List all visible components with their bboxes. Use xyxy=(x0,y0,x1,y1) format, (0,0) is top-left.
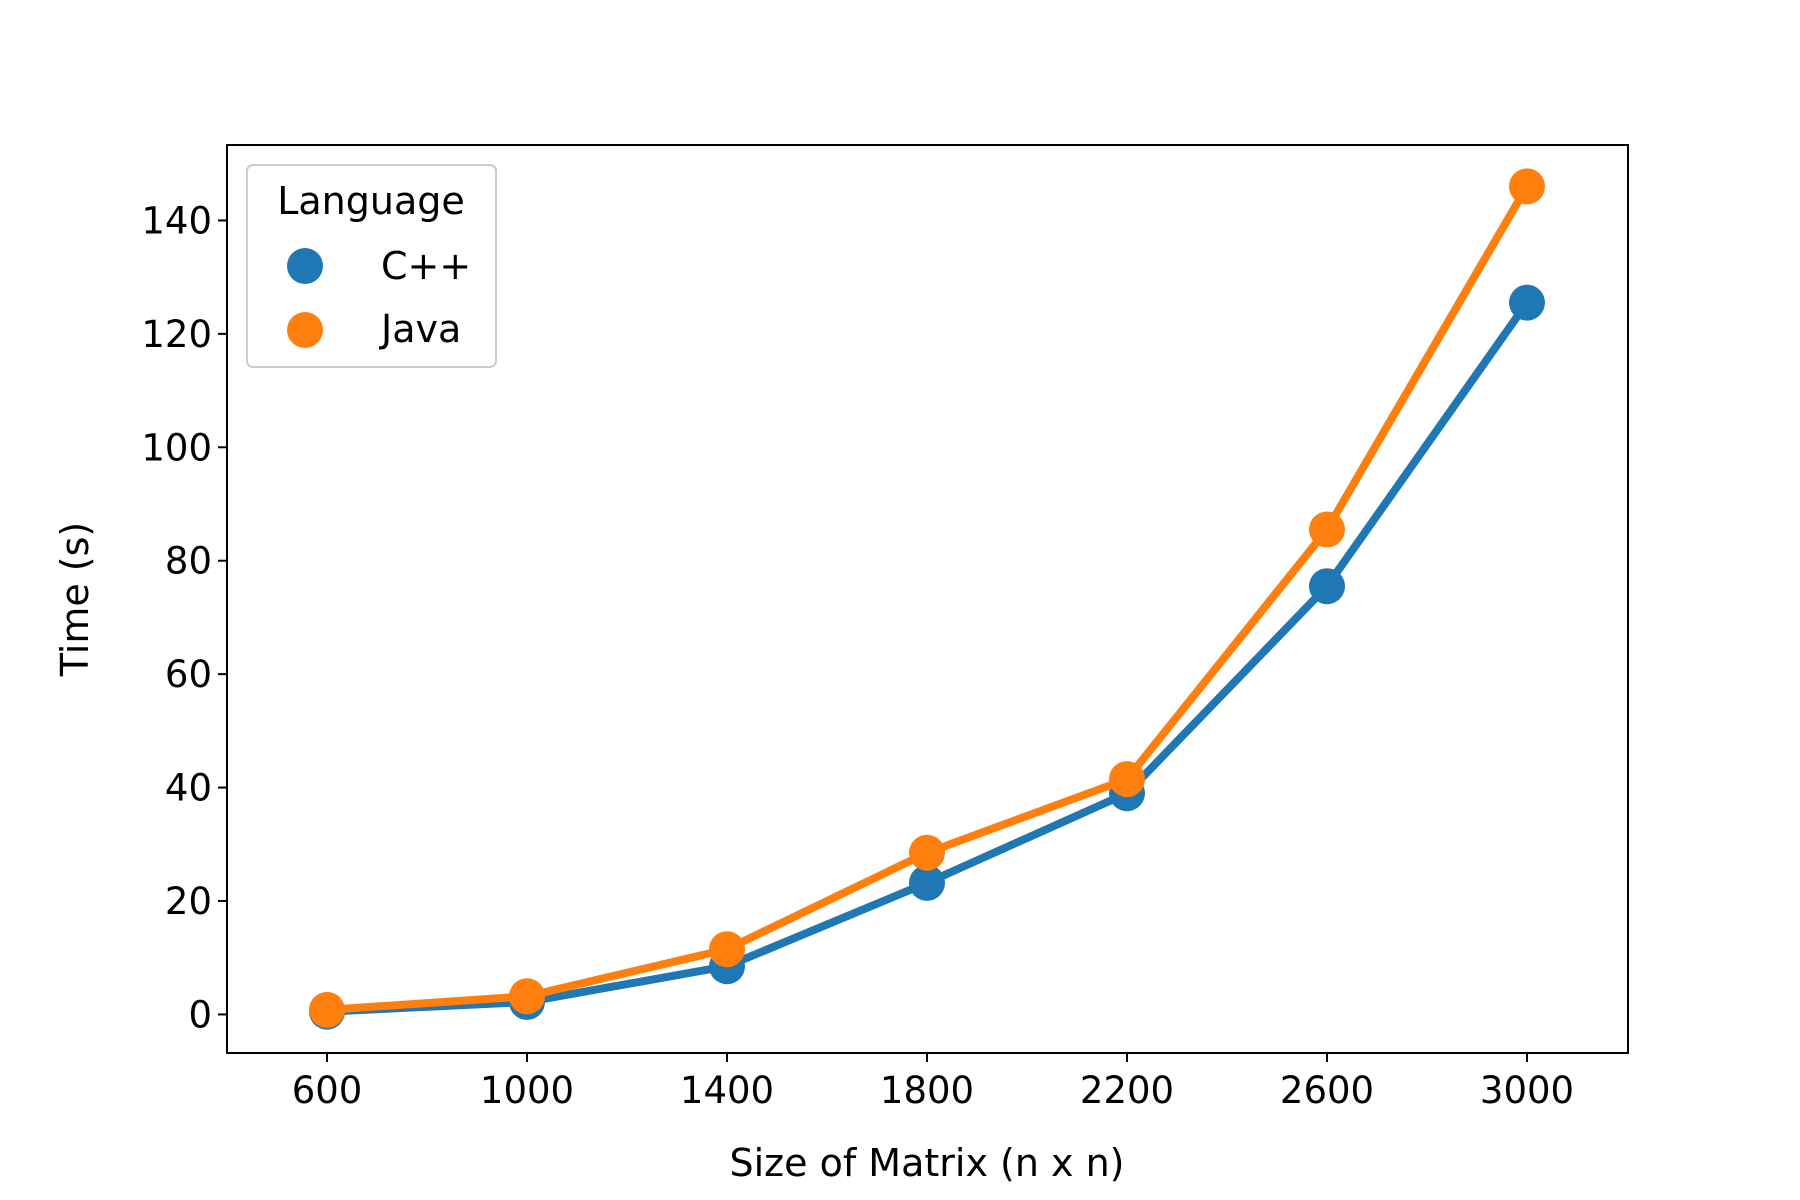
x-tick-label: 2200 xyxy=(1080,1069,1174,1112)
data-point-java xyxy=(509,978,545,1015)
y-tick-label: 100 xyxy=(141,426,212,469)
legend-marker-java xyxy=(287,312,323,348)
data-point-java xyxy=(709,931,745,968)
y-axis-ticks: 0 20 40 60 80 100 120 140 xyxy=(141,199,227,1036)
x-tick-label: 1000 xyxy=(480,1069,574,1112)
plot-frame xyxy=(226,144,1629,1054)
data-point-cpp xyxy=(1309,568,1345,605)
x-axis-label: Size of Matrix (n x n) xyxy=(730,1141,1125,1185)
y-tick-label: 20 xyxy=(165,880,212,923)
legend: Language C++ Java xyxy=(246,164,497,368)
x-tick-label: 1800 xyxy=(880,1069,974,1112)
data-point-cpp xyxy=(909,864,945,901)
x-tick-label: 1400 xyxy=(680,1069,774,1112)
y-tick-label: 0 xyxy=(188,993,212,1036)
y-tick-label: 120 xyxy=(141,313,212,356)
y-tick-label: 80 xyxy=(165,540,212,583)
y-tick-label: 40 xyxy=(165,767,212,810)
x-tick-label: 600 xyxy=(292,1069,363,1112)
y-tick-label: 60 xyxy=(165,653,212,696)
series-layer xyxy=(309,168,1545,1030)
data-point-java xyxy=(909,834,945,871)
x-tick-label: 3000 xyxy=(1480,1069,1574,1112)
legend-label-cpp: C++ xyxy=(381,244,471,288)
legend-title: Language xyxy=(277,179,465,223)
y-tick-label: 140 xyxy=(141,199,212,242)
data-point-cpp xyxy=(1509,284,1545,321)
legend-marker-cpp xyxy=(287,248,323,284)
x-axis-ticks: 600 1000 1400 1800 2200 2600 3000 xyxy=(292,1053,1574,1112)
x-tick-label: 2600 xyxy=(1280,1069,1374,1112)
data-point-java xyxy=(309,991,345,1028)
data-point-java xyxy=(1109,761,1145,798)
legend-label-java: Java xyxy=(379,307,461,351)
data-point-java xyxy=(1509,168,1545,205)
y-axis-label: Time (s) xyxy=(53,522,97,678)
data-point-java xyxy=(1309,511,1345,548)
